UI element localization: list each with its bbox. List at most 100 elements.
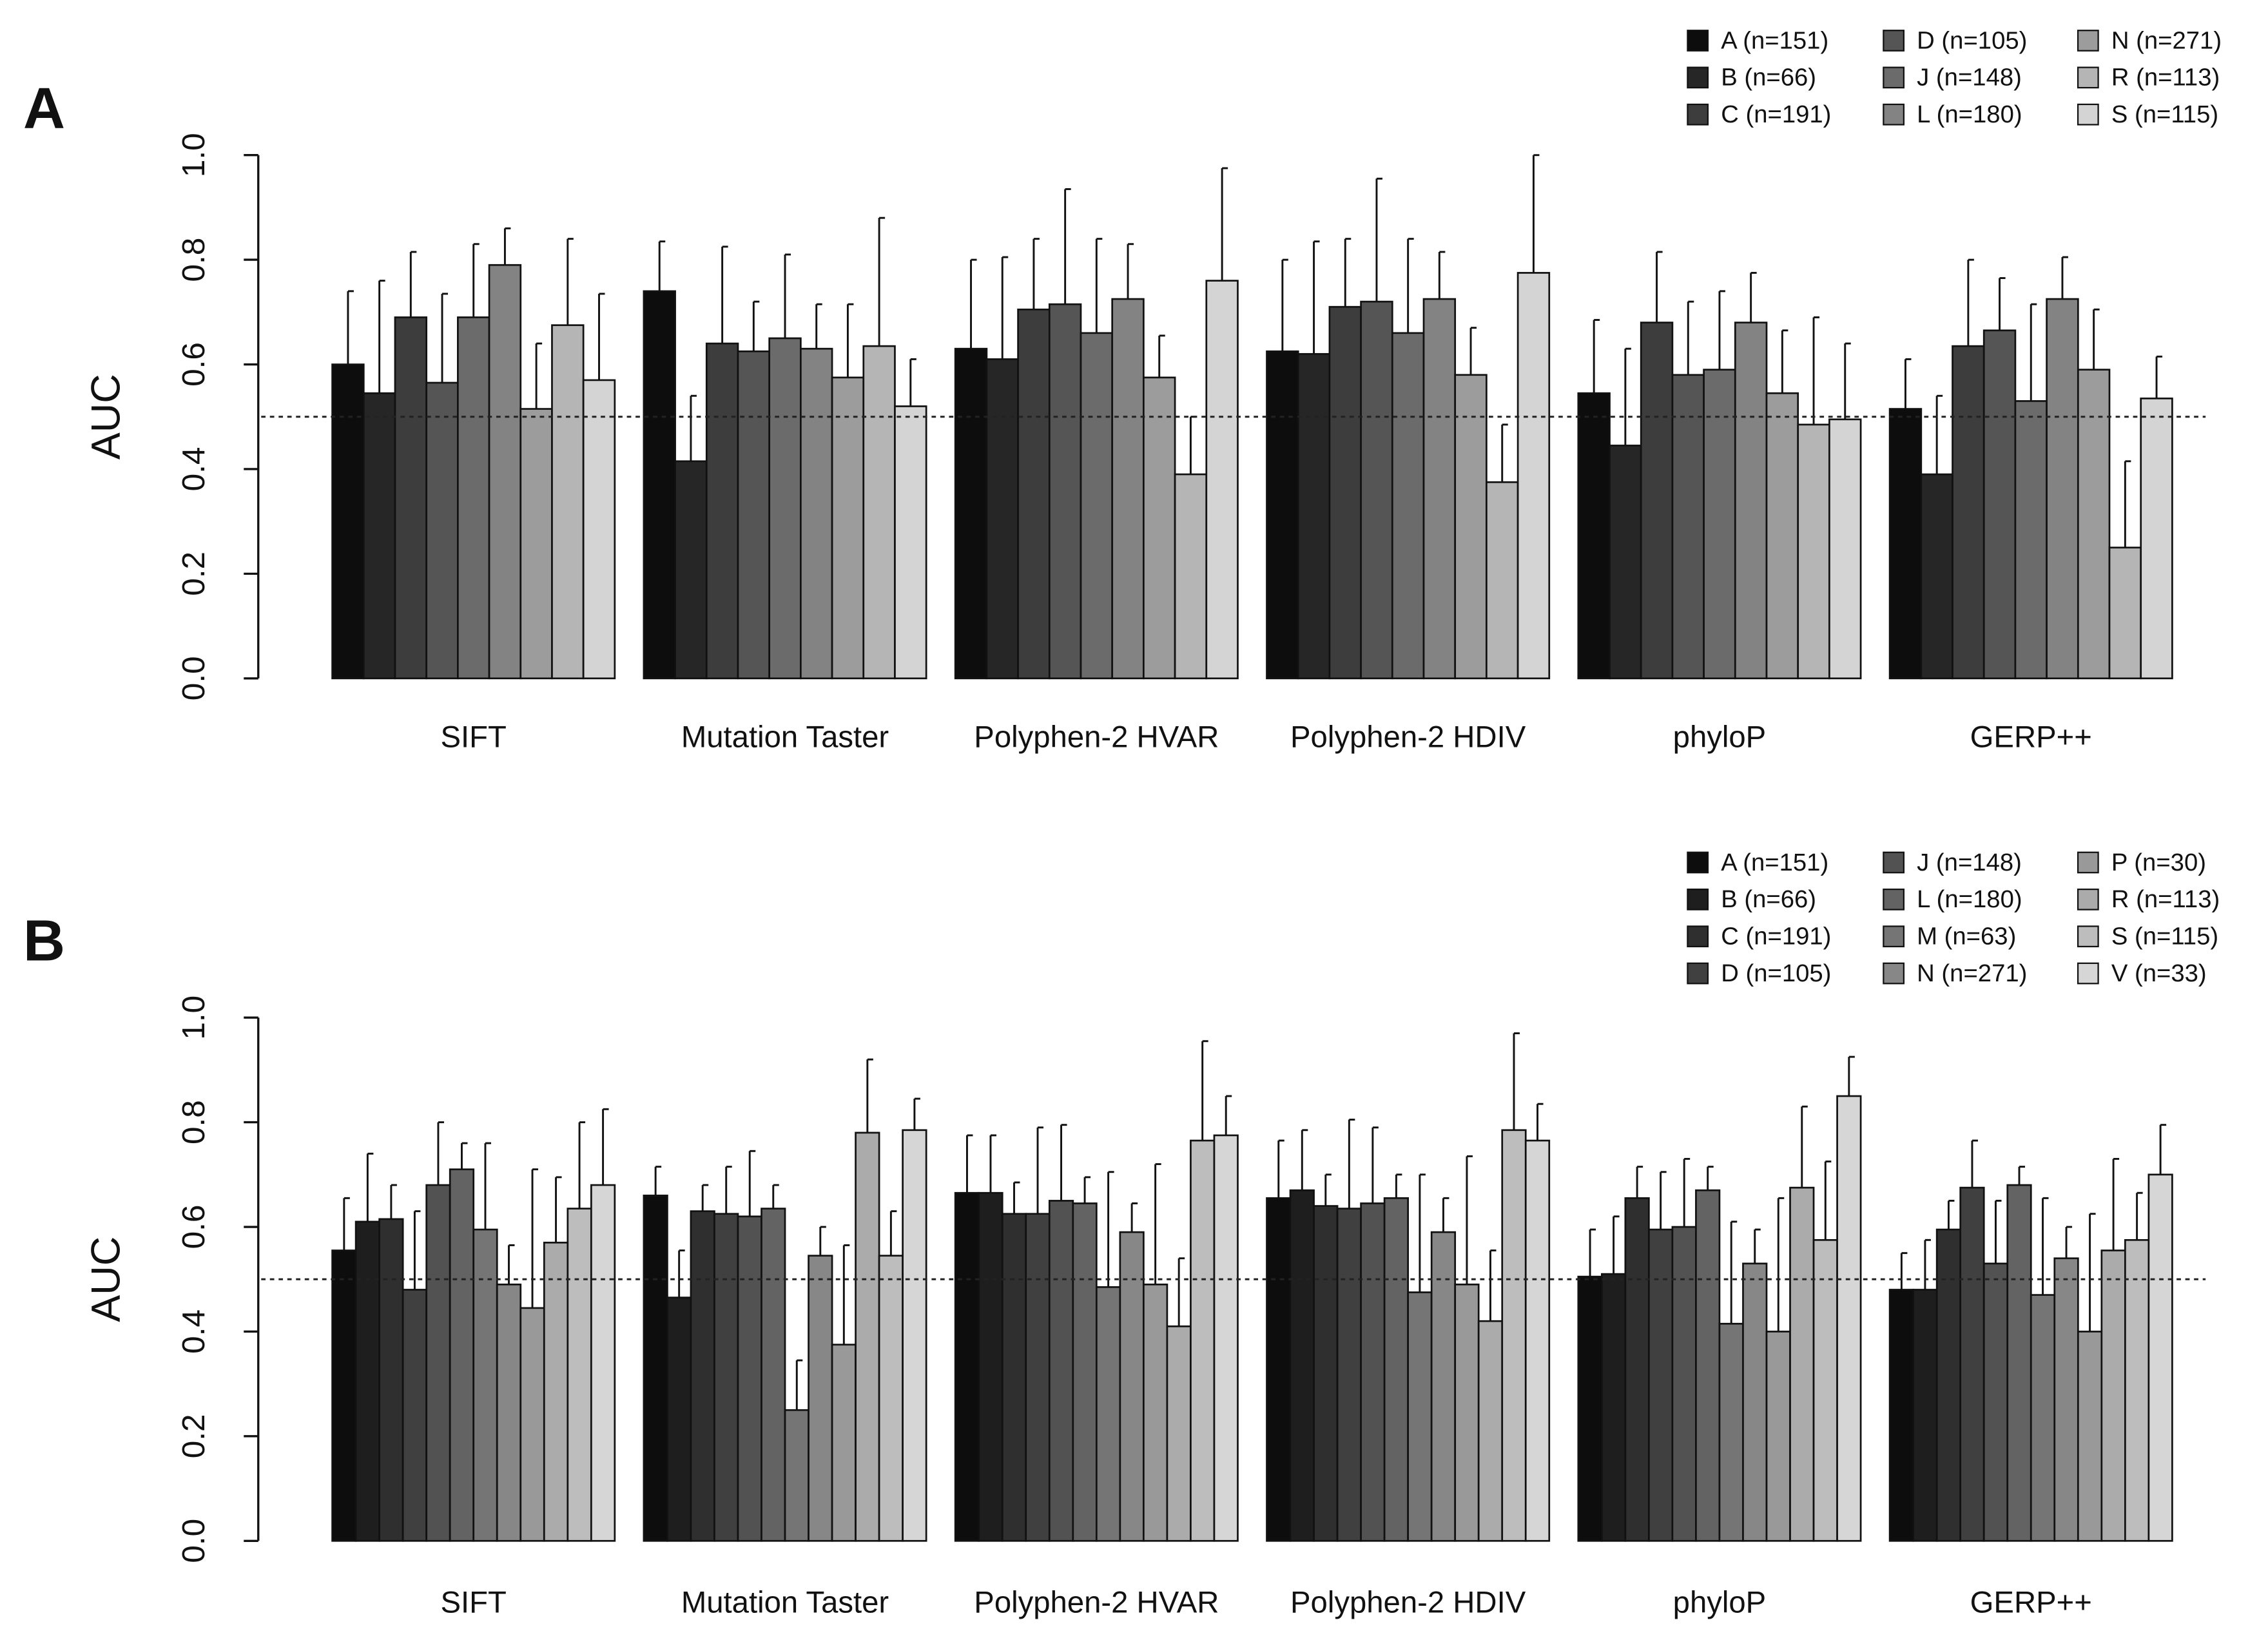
x-tick-label: phyloP: [1673, 1586, 1767, 1620]
bar: [551, 324, 585, 680]
bar: [1812, 1238, 1838, 1542]
legend-swatch: [1687, 925, 1709, 948]
bar: [1025, 1213, 1051, 1542]
bar: [2147, 1173, 2173, 1542]
legend-label: B (n=66): [1721, 64, 1816, 92]
legend-label: M (n=63): [1917, 923, 2016, 950]
bar: [2006, 1184, 2032, 1542]
bar: [1982, 329, 2017, 680]
bar: [425, 381, 459, 680]
bar: [674, 460, 708, 680]
legend-swatch: [2077, 888, 2099, 911]
bar: [1190, 1139, 1216, 1542]
bar: [1797, 423, 1830, 680]
legend-label: L (n=180): [1917, 885, 2022, 913]
legend-label: N (n=271): [2111, 26, 2222, 54]
bar: [1289, 1189, 1315, 1542]
bar: [378, 1218, 404, 1542]
bar: [713, 1213, 739, 1542]
bar: [2046, 298, 2079, 680]
bar: [737, 350, 771, 680]
y-tick-label: 0.8: [176, 1100, 211, 1144]
bar: [590, 1184, 616, 1542]
bar: [1048, 303, 1082, 680]
bar: [1454, 374, 1488, 680]
bar: [1407, 1291, 1433, 1542]
bar: [2077, 369, 2111, 680]
bar: [1640, 322, 1674, 680]
bar: [831, 1344, 857, 1542]
legend-label: C (n=191): [1721, 101, 1831, 128]
bar: [978, 1191, 1003, 1542]
bar: [567, 1208, 592, 1542]
bar: [1486, 481, 1519, 680]
bar: [1174, 473, 1208, 680]
bar: [1297, 352, 1331, 680]
bar: [1671, 1226, 1697, 1542]
bar: [1888, 408, 1923, 680]
bar: [2100, 1249, 2126, 1542]
bar: [1017, 308, 1051, 680]
bar: [808, 1255, 833, 1542]
bar: [1912, 1289, 1938, 1542]
bar: [954, 347, 988, 680]
legend-swatch: [1687, 962, 1709, 985]
legend-swatch: [1883, 888, 1905, 911]
bar: [1742, 1262, 1768, 1542]
legend-label: B (n=66): [1721, 885, 1816, 913]
bar: [1422, 298, 1457, 680]
legend-swatch: [1883, 925, 1905, 948]
bar: [402, 1289, 428, 1542]
bar: [1577, 1275, 1603, 1542]
x-tick-label: GERP++: [1970, 720, 2092, 755]
bar: [855, 1132, 880, 1542]
bar: [894, 405, 927, 680]
bar: [1143, 376, 1176, 680]
bar: [519, 1307, 545, 1542]
legend-swatch: [1687, 888, 1709, 911]
legend-swatch: [1883, 851, 1905, 874]
bar: [1789, 1186, 1815, 1542]
bar: [737, 1215, 762, 1542]
bar: [1765, 1331, 1791, 1542]
legend-swatch: [1883, 30, 1905, 52]
legend-label: L (n=180): [1917, 101, 2022, 128]
panel-label: B: [23, 909, 65, 974]
legend-label: C (n=191): [1721, 923, 1831, 950]
bar: [1383, 1197, 1409, 1542]
bar: [449, 1168, 475, 1542]
legend-swatch: [1883, 66, 1905, 89]
bar: [954, 1191, 980, 1542]
legend-swatch: [1687, 30, 1709, 52]
x-tick-label: phyloP: [1673, 720, 1767, 755]
bar: [1517, 272, 1551, 680]
y-axis-label: AUC: [83, 374, 128, 459]
y-tick-label: 0.2: [176, 1414, 211, 1458]
y-tick-label: 0.8: [176, 238, 211, 282]
bar: [643, 290, 676, 680]
y-tick-label: 1.0: [176, 133, 211, 177]
y-tick-label: 0.6: [176, 1205, 211, 1249]
y-tick-label: 0.0: [176, 656, 211, 700]
bar: [582, 379, 616, 680]
legend-label: A (n=151): [1721, 849, 1828, 876]
bar: [831, 376, 865, 680]
bar: [878, 1255, 904, 1542]
bar: [1935, 1228, 1962, 1542]
bar: [1454, 1284, 1480, 1542]
legend-swatch: [1687, 103, 1709, 126]
legend-label: P (n=30): [2111, 849, 2206, 876]
legend-swatch: [1687, 851, 1709, 874]
legend-swatch: [2077, 30, 2099, 52]
bar: [643, 1194, 668, 1542]
bar: [800, 347, 833, 680]
legend-swatch: [2077, 103, 2099, 126]
x-tick-label: Polyphen-2 HVAR: [974, 720, 1219, 755]
bar: [2030, 1294, 2056, 1542]
legend-label: S (n=115): [2111, 923, 2218, 950]
legend-swatch: [2077, 925, 2099, 948]
x-tick-label: Mutation Taster: [681, 720, 889, 755]
bar: [862, 345, 896, 680]
bar: [354, 1220, 380, 1542]
y-axis-label: AUC: [83, 1237, 128, 1322]
